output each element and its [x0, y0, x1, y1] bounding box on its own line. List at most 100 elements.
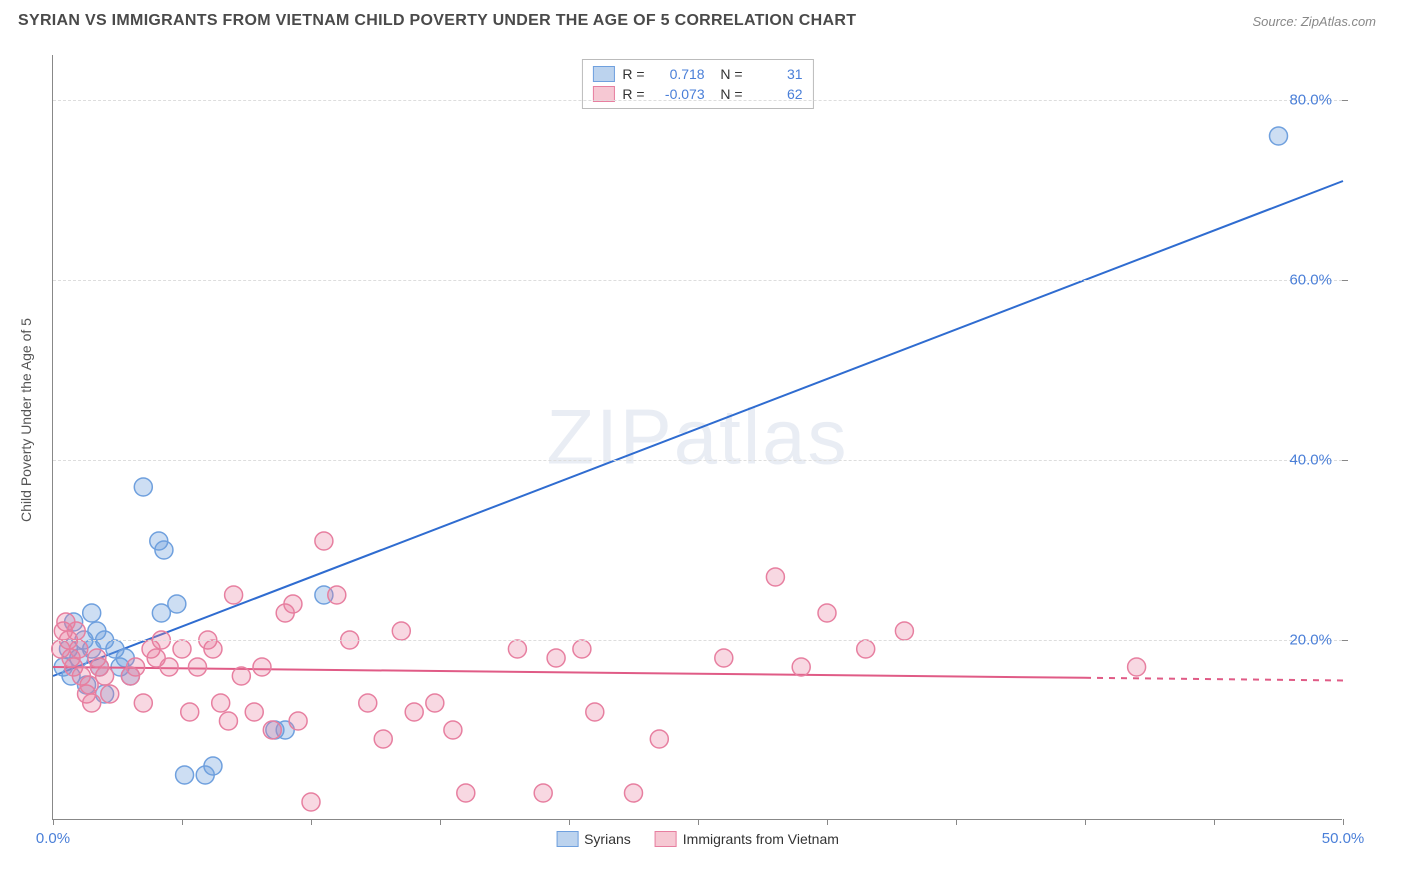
- data-point-vietnam: [315, 532, 333, 550]
- data-point-vietnam: [818, 604, 836, 622]
- data-point-syrians: [1270, 127, 1288, 145]
- data-point-vietnam: [792, 658, 810, 676]
- data-point-vietnam: [457, 784, 475, 802]
- data-point-vietnam: [232, 667, 250, 685]
- x-tick-mark: [569, 819, 570, 825]
- data-point-vietnam: [508, 640, 526, 658]
- n-label: N =: [713, 66, 743, 82]
- data-point-vietnam: [212, 694, 230, 712]
- x-tick-mark: [1343, 819, 1344, 825]
- data-point-vietnam: [586, 703, 604, 721]
- r-value: 0.718: [653, 66, 705, 82]
- data-point-vietnam: [160, 658, 178, 676]
- source-credit: Source: ZipAtlas.com: [1252, 14, 1376, 29]
- gridline: [53, 280, 1342, 281]
- data-point-vietnam: [426, 694, 444, 712]
- chart-svg: [53, 55, 1342, 819]
- x-tick-mark: [53, 819, 54, 825]
- legend-swatch-icon: [592, 66, 614, 82]
- data-point-syrians: [168, 595, 186, 613]
- data-point-syrians: [134, 478, 152, 496]
- legend-row: R =-0.073 N =62: [592, 84, 802, 104]
- data-point-vietnam: [67, 622, 85, 640]
- x-tick-label: 0.0%: [36, 830, 70, 847]
- x-tick-mark: [698, 819, 699, 825]
- data-point-vietnam: [573, 640, 591, 658]
- y-axis-label: Child Poverty Under the Age of 5: [18, 318, 34, 522]
- data-point-vietnam: [253, 658, 271, 676]
- data-point-vietnam: [534, 784, 552, 802]
- data-point-vietnam: [181, 703, 199, 721]
- data-point-vietnam: [405, 703, 423, 721]
- legend-item: Syrians: [556, 831, 631, 847]
- y-tick-label: 60.0%: [1289, 272, 1332, 289]
- y-tick-label: 20.0%: [1289, 632, 1332, 649]
- data-point-syrians: [83, 604, 101, 622]
- data-point-vietnam: [96, 667, 114, 685]
- legend-swatch-icon: [556, 831, 578, 847]
- x-tick-mark: [182, 819, 183, 825]
- legend-swatch-icon: [655, 831, 677, 847]
- y-tick-mark: [1342, 460, 1348, 461]
- data-point-vietnam: [289, 712, 307, 730]
- data-point-vietnam: [650, 730, 668, 748]
- regression-line-vietnam: [53, 667, 1085, 678]
- data-point-syrians: [176, 766, 194, 784]
- data-point-vietnam: [173, 640, 191, 658]
- data-point-vietnam: [444, 721, 462, 739]
- x-tick-mark: [827, 819, 828, 825]
- data-point-vietnam: [392, 622, 410, 640]
- data-point-vietnam: [328, 586, 346, 604]
- data-point-vietnam: [284, 595, 302, 613]
- data-point-vietnam: [547, 649, 565, 667]
- data-point-vietnam: [715, 649, 733, 667]
- data-point-vietnam: [895, 622, 913, 640]
- data-point-vietnam: [219, 712, 237, 730]
- chart-title: SYRIAN VS IMMIGRANTS FROM VIETNAM CHILD …: [18, 12, 856, 30]
- data-point-vietnam: [245, 703, 263, 721]
- r-label: R =: [622, 66, 644, 82]
- legend-label: Syrians: [584, 831, 631, 847]
- data-point-vietnam: [127, 658, 145, 676]
- data-point-vietnam: [134, 694, 152, 712]
- data-point-vietnam: [188, 658, 206, 676]
- gridline: [53, 460, 1342, 461]
- data-point-syrians: [204, 757, 222, 775]
- y-tick-mark: [1342, 640, 1348, 641]
- legend-item: Immigrants from Vietnam: [655, 831, 839, 847]
- data-point-vietnam: [857, 640, 875, 658]
- data-point-vietnam: [204, 640, 222, 658]
- y-tick-label: 40.0%: [1289, 452, 1332, 469]
- data-point-vietnam: [263, 721, 281, 739]
- data-point-vietnam: [83, 694, 101, 712]
- correlation-legend: R = 0.718 N = 31 R =-0.073 N =62: [581, 59, 813, 109]
- data-point-vietnam: [101, 685, 119, 703]
- y-tick-mark: [1342, 100, 1348, 101]
- data-point-vietnam: [359, 694, 377, 712]
- data-point-vietnam: [766, 568, 784, 586]
- regression-line-dash-vietnam: [1085, 678, 1343, 681]
- series-legend: Syrians Immigrants from Vietnam: [556, 831, 839, 847]
- data-point-vietnam: [374, 730, 392, 748]
- legend-row: R = 0.718 N = 31: [592, 64, 802, 84]
- x-tick-label: 50.0%: [1322, 830, 1365, 847]
- data-point-syrians: [155, 541, 173, 559]
- x-tick-mark: [956, 819, 957, 825]
- gridline: [53, 100, 1342, 101]
- data-point-vietnam: [225, 586, 243, 604]
- data-point-vietnam: [302, 793, 320, 811]
- data-point-vietnam: [1128, 658, 1146, 676]
- x-tick-mark: [440, 819, 441, 825]
- x-tick-mark: [311, 819, 312, 825]
- regression-line-syrians: [53, 181, 1343, 676]
- gridline: [53, 640, 1342, 641]
- n-value: 31: [751, 66, 803, 82]
- data-point-vietnam: [625, 784, 643, 802]
- data-point-vietnam: [70, 640, 88, 658]
- y-tick-mark: [1342, 280, 1348, 281]
- x-tick-mark: [1214, 819, 1215, 825]
- chart-plot-area: ZIPatlas R =0.718 N =31R =-0.073 N =62 S…: [52, 55, 1342, 820]
- legend-label: Immigrants from Vietnam: [683, 831, 839, 847]
- y-tick-label: 80.0%: [1289, 92, 1332, 109]
- x-tick-mark: [1085, 819, 1086, 825]
